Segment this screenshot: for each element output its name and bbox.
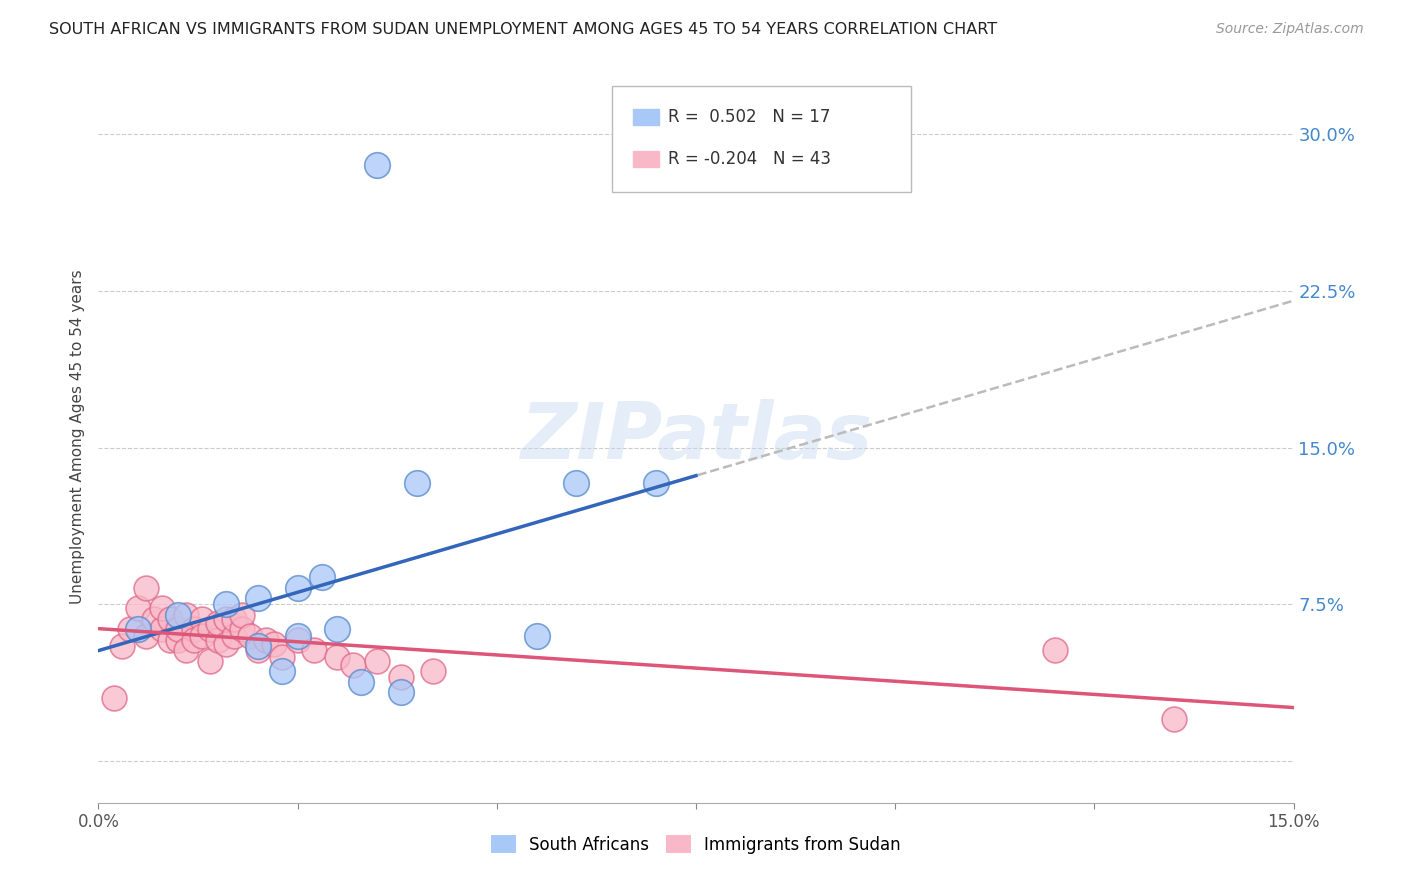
- Point: [311, 570, 333, 584]
- Point: [198, 654, 221, 668]
- Point: [350, 674, 373, 689]
- Point: [222, 629, 245, 643]
- Point: [254, 632, 277, 647]
- Point: [150, 623, 173, 637]
- Point: [287, 629, 309, 643]
- Point: [159, 612, 181, 626]
- Point: [103, 691, 125, 706]
- Bar: [633, 151, 659, 167]
- Legend: South Africans, Immigrants from Sudan: South Africans, Immigrants from Sudan: [484, 829, 908, 860]
- Point: [406, 476, 429, 491]
- Y-axis label: Unemployment Among Ages 45 to 54 years: Unemployment Among Ages 45 to 54 years: [69, 269, 84, 605]
- Point: [1043, 643, 1066, 657]
- Point: [159, 632, 181, 647]
- Point: [183, 623, 205, 637]
- Point: [389, 685, 412, 699]
- Text: R =  0.502   N = 17: R = 0.502 N = 17: [668, 109, 831, 127]
- Point: [174, 643, 197, 657]
- Point: [270, 664, 292, 678]
- Point: [135, 581, 157, 595]
- Point: [342, 657, 364, 672]
- Point: [326, 623, 349, 637]
- Point: [215, 597, 238, 611]
- Point: [1163, 712, 1185, 726]
- Text: Source: ZipAtlas.com: Source: ZipAtlas.com: [1216, 22, 1364, 37]
- Point: [111, 639, 134, 653]
- Point: [215, 637, 238, 651]
- Point: [191, 629, 214, 643]
- Point: [120, 623, 142, 637]
- Point: [167, 632, 190, 647]
- Point: [366, 158, 388, 172]
- Point: [135, 629, 157, 643]
- Point: [143, 612, 166, 626]
- Text: ZIPatlas: ZIPatlas: [520, 399, 872, 475]
- Point: [287, 581, 309, 595]
- Point: [422, 664, 444, 678]
- Point: [127, 623, 149, 637]
- Point: [526, 629, 548, 643]
- Point: [565, 476, 588, 491]
- Point: [366, 654, 388, 668]
- Point: [167, 607, 190, 622]
- Point: [270, 649, 292, 664]
- Point: [215, 612, 238, 626]
- Point: [246, 639, 269, 653]
- Text: SOUTH AFRICAN VS IMMIGRANTS FROM SUDAN UNEMPLOYMENT AMONG AGES 45 TO 54 YEARS CO: SOUTH AFRICAN VS IMMIGRANTS FROM SUDAN U…: [49, 22, 997, 37]
- Point: [150, 601, 173, 615]
- Point: [645, 476, 668, 491]
- Point: [167, 623, 190, 637]
- Point: [263, 637, 285, 651]
- Point: [326, 649, 349, 664]
- Point: [191, 612, 214, 626]
- Point: [174, 607, 197, 622]
- Bar: [633, 110, 659, 126]
- Point: [207, 632, 229, 647]
- Point: [287, 632, 309, 647]
- Point: [127, 601, 149, 615]
- FancyBboxPatch shape: [613, 86, 911, 192]
- Point: [389, 670, 412, 684]
- Point: [239, 629, 262, 643]
- Point: [246, 591, 269, 605]
- Text: R = -0.204   N = 43: R = -0.204 N = 43: [668, 150, 831, 168]
- Point: [198, 623, 221, 637]
- Point: [207, 616, 229, 631]
- Point: [302, 643, 325, 657]
- Point: [231, 607, 253, 622]
- Point: [222, 612, 245, 626]
- Point: [183, 632, 205, 647]
- Point: [231, 623, 253, 637]
- Point: [246, 643, 269, 657]
